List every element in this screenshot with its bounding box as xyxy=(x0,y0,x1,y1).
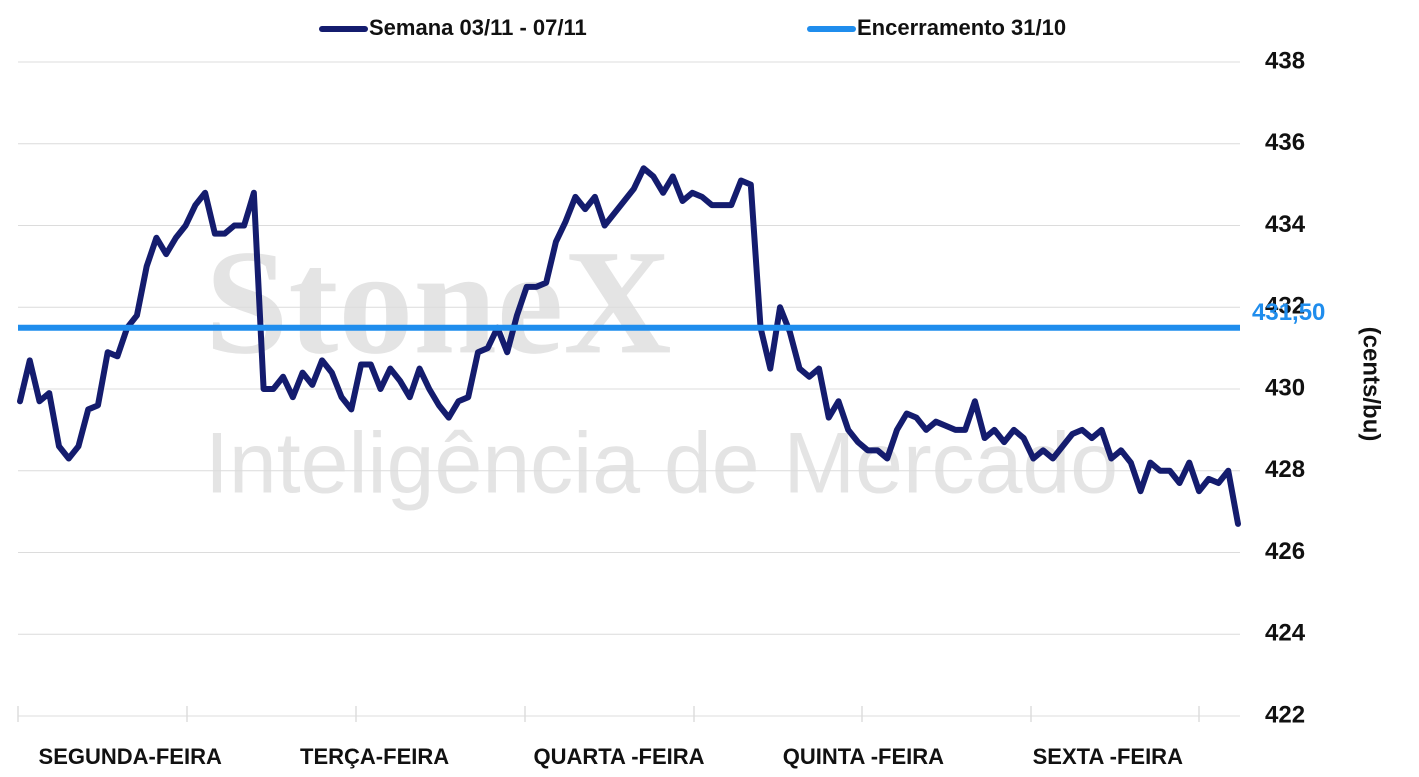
x-axis-ticks xyxy=(17,706,1200,722)
y-tick-label: 432 xyxy=(1265,293,1305,320)
y-axis-label: (cents/bu) xyxy=(1358,327,1385,442)
y-tick-label: 424 xyxy=(1265,620,1306,647)
y-tick-label: 428 xyxy=(1265,456,1305,483)
y-tick-label: 430 xyxy=(1265,374,1305,401)
y-tick-label: 436 xyxy=(1265,129,1305,156)
y-tick-label: 422 xyxy=(1265,701,1305,728)
reference-label: 431,50 xyxy=(1252,299,1325,326)
x-tick-label: SEGUNDA-FEIRA xyxy=(39,744,222,769)
legend-label: Semana 03/11 - 07/11 xyxy=(369,15,587,40)
series-line xyxy=(17,165,1241,527)
x-tick-label: QUARTA -FEIRA xyxy=(533,744,704,769)
watermark: StoneX Inteligência de Mercado xyxy=(205,219,1118,511)
y-tick-label: 438 xyxy=(1265,47,1305,74)
y-tick-label: 426 xyxy=(1265,538,1305,565)
x-tick-label: TERÇA-FEIRA xyxy=(300,744,449,769)
x-tick-label: QUINTA -FEIRA xyxy=(783,744,944,769)
x-tick-label: SEXTA -FEIRA xyxy=(1033,744,1183,769)
legend-label: Encerramento 31/10 xyxy=(857,15,1066,40)
watermark-text: StoneX xyxy=(205,219,672,385)
y-tick-label: 434 xyxy=(1265,211,1306,238)
